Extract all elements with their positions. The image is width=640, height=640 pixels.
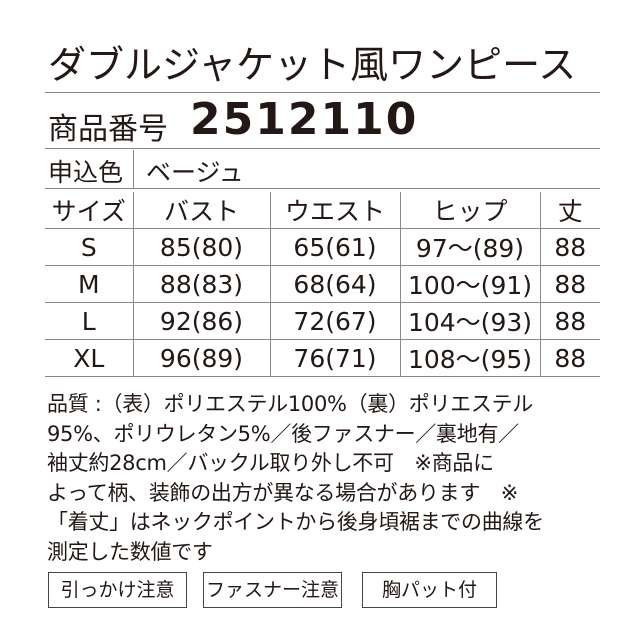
tag: 胸パット付: [362, 572, 497, 608]
table-cell: 68(64): [269, 265, 400, 303]
color-value: ベージュ: [146, 158, 244, 187]
table-cell: 88: [539, 228, 600, 266]
table-cell: 108〜(95): [399, 339, 540, 377]
table-cell: M: [45, 265, 133, 303]
note-line: 袖丈約28cm／バックル取り外し不可 ※商品に: [47, 451, 494, 475]
table-cell: 104〜(93): [399, 302, 540, 340]
table-cell: 100〜(91): [399, 265, 540, 303]
header-cell: バスト: [132, 192, 270, 229]
tag: ファスナー注意: [203, 572, 342, 608]
header-cell: ウエスト: [269, 192, 400, 229]
note-line: 品質 :（表）ポリエステル100%（裏）ポリエステル: [47, 392, 533, 416]
table-cell: 76(71): [269, 339, 400, 377]
table-cell: 92(86): [132, 302, 270, 340]
color-label: 申込色: [48, 158, 124, 187]
size-table: サイズ バスト ウエスト ヒップ丈 S 85(80) 65(61) 97〜(89) 88 M 88…: [45, 192, 600, 377]
title: ダブルジャケット風ワンピース: [48, 43, 577, 87]
tag: 引っかけ注意: [48, 572, 187, 608]
header-cell: 丈: [539, 192, 600, 229]
table-cell: 72(67): [269, 302, 400, 340]
divider: [133, 150, 134, 188]
table-cell: 88: [539, 265, 600, 303]
table-cell: 88: [539, 339, 600, 377]
table-cell: 85(80): [132, 228, 270, 266]
table-cell: 88: [539, 302, 600, 340]
note-line: 「着丈」はネックポイントから後身頃裾までの曲線を: [47, 510, 544, 534]
divider: [45, 92, 600, 93]
note-line: 測定した数値です: [47, 539, 213, 564]
divider: [45, 148, 600, 149]
header-cell: ヒップ: [399, 192, 540, 229]
product-number: 2512110: [190, 94, 419, 145]
table-cell: L: [45, 302, 133, 340]
table-cell: XL: [45, 339, 133, 377]
note-line: よって柄、装飾の出方が異なる場合があります ※: [47, 480, 519, 505]
table-cell: 97〜(89): [399, 228, 540, 266]
product-number-label: 商品番号: [48, 112, 168, 147]
divider: [45, 188, 600, 189]
table-cell: S: [45, 228, 133, 266]
table-cell: 96(89): [132, 339, 270, 377]
table-cell: 65(61): [269, 228, 400, 266]
note-line: 95%、ポリウレタン5%／後ファスナー／裏地有／: [47, 421, 519, 446]
header-cell: サイズ: [45, 192, 133, 229]
table-cell: 88(83): [132, 265, 270, 303]
